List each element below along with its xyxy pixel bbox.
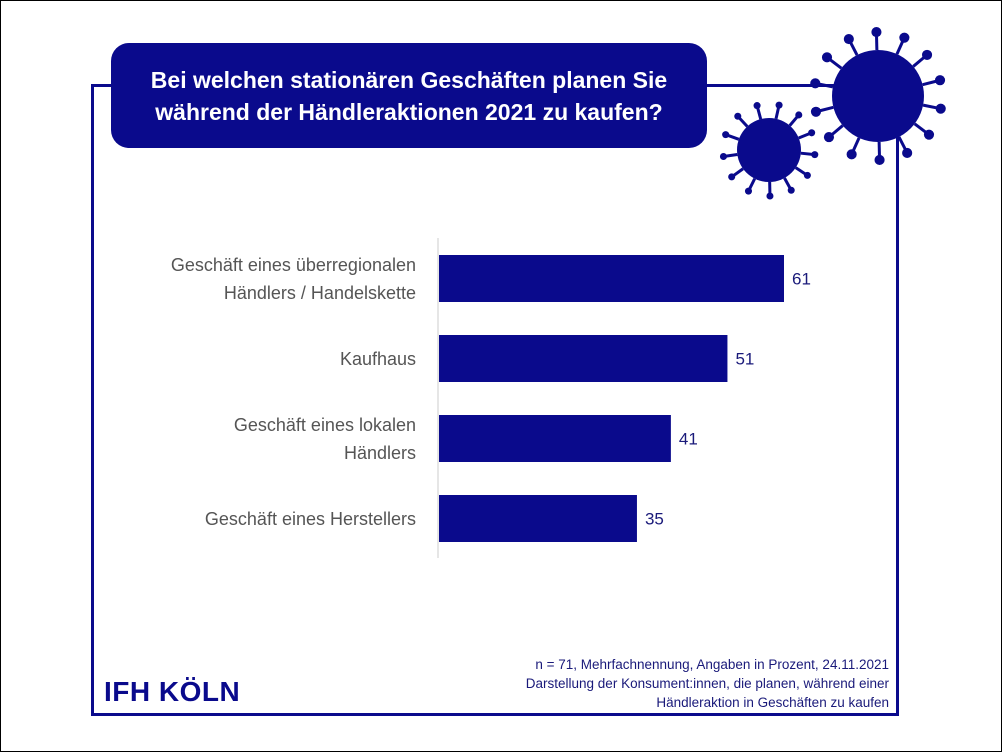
virus-spike-tip bbox=[722, 131, 730, 139]
category-label-line: Händlers / Handelskette bbox=[223, 282, 416, 303]
category-label: Kaufhaus bbox=[86, 345, 416, 373]
virus-spike-tip bbox=[808, 129, 816, 137]
category-label-line: Kaufhaus bbox=[339, 348, 416, 369]
virus-spike-tip bbox=[810, 78, 821, 89]
bar bbox=[439, 255, 784, 302]
category-label-line: Händlers bbox=[343, 442, 416, 463]
data-label: 41 bbox=[679, 430, 698, 449]
title-line-1: Bei welchen stationären Geschäften plane… bbox=[150, 66, 668, 93]
virus-spike-tip bbox=[787, 186, 795, 194]
category-label-line: Geschäft eines Herstellers bbox=[204, 508, 416, 529]
virus-spike-tip bbox=[934, 75, 946, 86]
bar bbox=[439, 495, 637, 542]
chart-title: Bei welchen stationären Geschäften plane… bbox=[111, 43, 707, 148]
virus-body bbox=[737, 118, 801, 182]
virus-spike-tip bbox=[811, 151, 819, 159]
data-label: 35 bbox=[645, 510, 664, 529]
virus-spike-tip bbox=[935, 103, 946, 114]
virus-spike-tip bbox=[810, 106, 822, 117]
virus-spike-tip bbox=[728, 173, 736, 181]
virus-spike-tip bbox=[734, 112, 742, 120]
category-label: Geschäft eines Herstellers bbox=[86, 505, 416, 533]
virus-body bbox=[832, 50, 924, 142]
footnote-line: n = 71, Mehrfachnennung, Angaben in Proz… bbox=[535, 657, 889, 672]
footnote-line: Händleraktion in Geschäften zu kaufen bbox=[656, 695, 889, 710]
virus-spike-tip bbox=[843, 33, 854, 45]
ifh-logo: IFH KÖLN bbox=[104, 676, 241, 707]
virus-spike-tip bbox=[766, 192, 774, 200]
category-label-line: Geschäft eines überregionalen bbox=[170, 254, 416, 275]
virus-spike-tip bbox=[744, 187, 752, 195]
bar bbox=[439, 415, 671, 462]
virus-spike-tip bbox=[719, 152, 727, 161]
virus-spike-tip bbox=[923, 129, 935, 140]
virus-spike-tip bbox=[871, 26, 882, 38]
title-line-2: während der Händleraktionen 2021 zu kauf… bbox=[155, 98, 663, 125]
virus-spike-tip bbox=[823, 132, 835, 143]
virus-spike-tip bbox=[821, 52, 833, 63]
virus-spike-tip bbox=[803, 171, 811, 179]
data-label: 61 bbox=[792, 270, 811, 289]
category-label: Geschäft eines überregionalen Händlers / … bbox=[86, 251, 416, 307]
virus-spike-tip bbox=[921, 49, 933, 60]
virus-spike-tip bbox=[753, 102, 761, 110]
data-label: 51 bbox=[735, 350, 754, 369]
category-label-line: Geschäft eines lokalen bbox=[233, 414, 416, 435]
virus-spike-tip bbox=[874, 154, 885, 166]
virus-spike-tip bbox=[775, 101, 783, 109]
virus-spike-tip bbox=[846, 149, 857, 160]
category-label: Geschäft eines lokalen Händlers bbox=[86, 411, 416, 467]
virus-spike-tip bbox=[795, 111, 803, 119]
footnote: n = 71, Mehrfachnennung, Angaben in Proz… bbox=[526, 655, 889, 712]
virus-spike-tip bbox=[902, 147, 913, 159]
footnote-line: Darstellung der Konsument:innen, die pla… bbox=[525, 676, 889, 691]
bar bbox=[439, 335, 728, 382]
virus-spike-tip bbox=[899, 32, 910, 43]
